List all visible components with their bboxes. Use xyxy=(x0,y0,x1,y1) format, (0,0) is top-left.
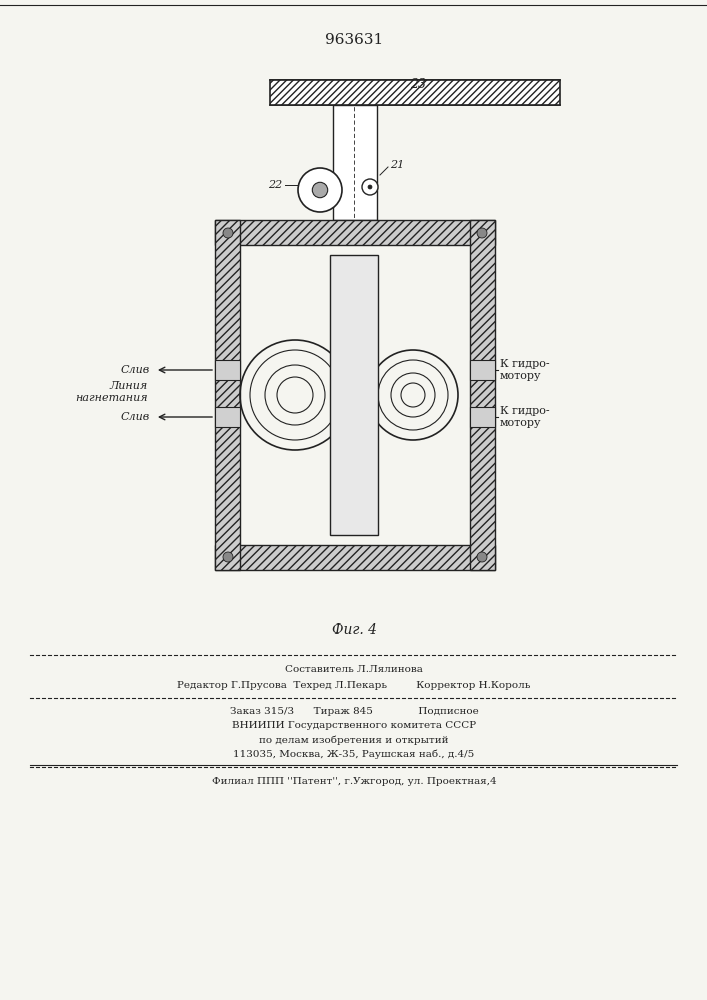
Bar xyxy=(330,255,378,535)
Polygon shape xyxy=(470,360,495,380)
Bar xyxy=(215,545,495,570)
Bar xyxy=(215,220,240,570)
Text: Слив: Слив xyxy=(121,365,150,375)
Text: Филиал ППП ''Патент'', г.Ужгород, ул. Проектная,4: Филиал ППП ''Патент'', г.Ужгород, ул. Пр… xyxy=(211,778,496,786)
Text: Составитель Л.Лялинова: Составитель Л.Лялинова xyxy=(285,666,423,674)
Text: Редактор Г.Прусова  Техред Л.Пекарь         Корректор Н.Король: Редактор Г.Прусова Техред Л.Пекарь Корре… xyxy=(177,680,531,690)
Bar xyxy=(470,220,495,570)
Text: 113035, Москва, Ж-35, Раушская наб., д.4/5: 113035, Москва, Ж-35, Раушская наб., д.4… xyxy=(233,749,474,759)
Polygon shape xyxy=(215,407,240,427)
Text: Фиг. 4: Фиг. 4 xyxy=(332,623,377,637)
Circle shape xyxy=(223,228,233,238)
Text: Слив: Слив xyxy=(121,412,150,422)
Text: К гидро-
мотору: К гидро- мотору xyxy=(500,359,549,381)
Polygon shape xyxy=(470,407,495,427)
Text: по делам изобретения и открытий: по делам изобретения и открытий xyxy=(259,735,449,745)
Bar xyxy=(215,220,495,245)
Circle shape xyxy=(362,179,378,195)
Polygon shape xyxy=(215,360,240,380)
Text: Линия
нагнетания: Линия нагнетания xyxy=(76,381,148,403)
Text: 22: 22 xyxy=(268,180,282,190)
Bar xyxy=(333,105,377,220)
Circle shape xyxy=(477,228,487,238)
Text: 21: 21 xyxy=(390,160,404,170)
Text: К гидро-
мотору: К гидро- мотору xyxy=(500,406,549,428)
Bar xyxy=(270,80,560,105)
Text: ВНИИПИ Государственного комитета СССР: ВНИИПИ Государственного комитета СССР xyxy=(232,722,476,730)
Text: Заказ 315/3      Тираж 845              Подписное: Заказ 315/3 Тираж 845 Подписное xyxy=(230,708,479,716)
Circle shape xyxy=(298,168,342,212)
Text: 963631: 963631 xyxy=(325,33,383,47)
Circle shape xyxy=(477,552,487,562)
Circle shape xyxy=(368,185,372,189)
Text: 23: 23 xyxy=(410,79,426,92)
Circle shape xyxy=(312,182,328,198)
Circle shape xyxy=(223,552,233,562)
